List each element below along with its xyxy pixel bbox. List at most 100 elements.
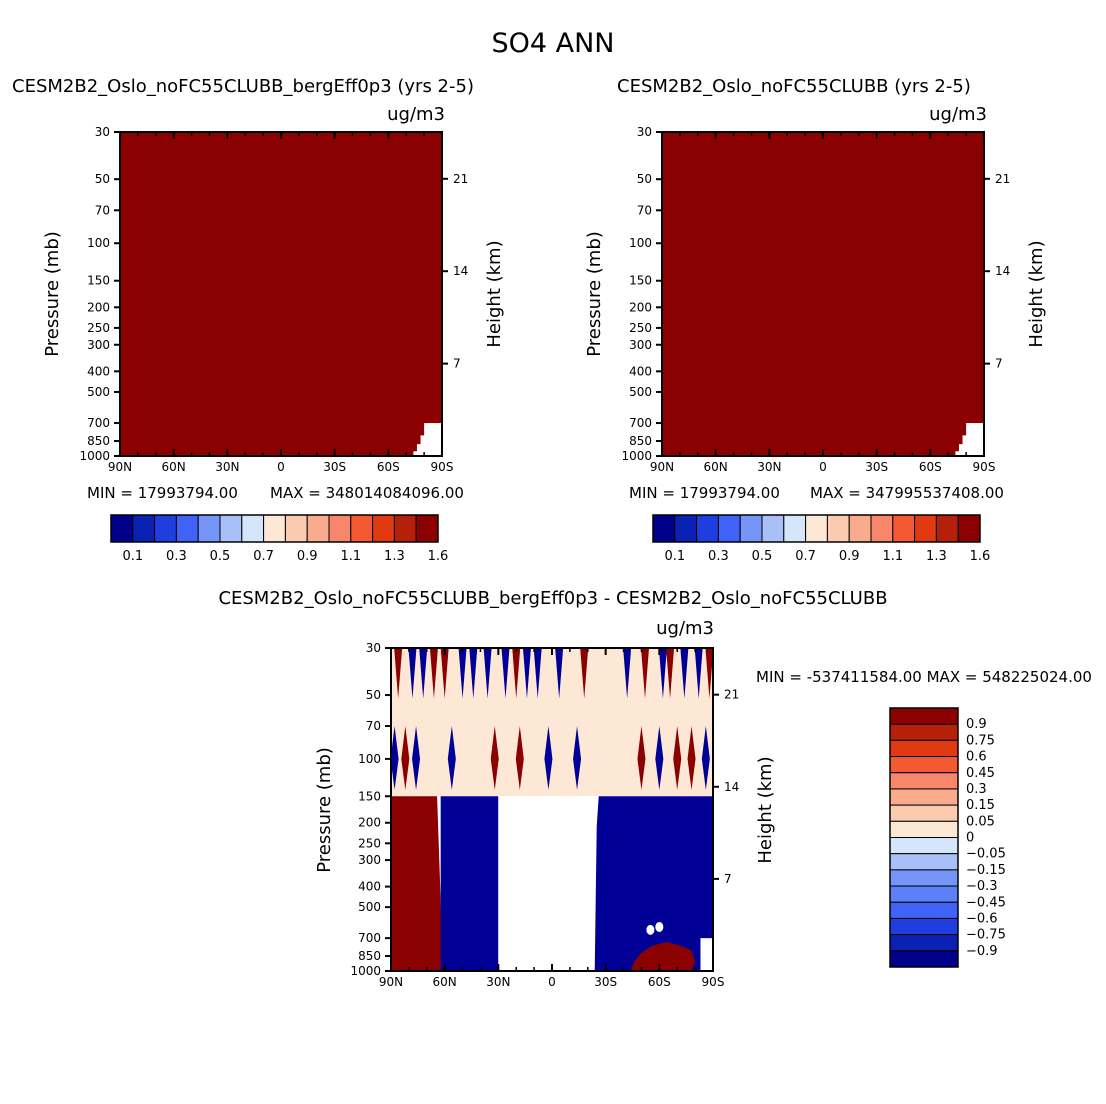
missing-region	[958, 444, 984, 456]
upper-spike-top	[501, 648, 510, 699]
y-tick-label: 700	[629, 416, 652, 430]
colorbar-label: 0.1	[122, 549, 143, 564]
colorbar-label: −0.6	[966, 911, 998, 926]
y-tick-label: 100	[87, 236, 110, 250]
upper-spike-top	[483, 648, 492, 699]
y-tick-label: 700	[87, 416, 110, 430]
panel-3-units: ug/m3	[656, 618, 714, 639]
x-tick-label: 30N	[757, 460, 781, 474]
upper-spike-top	[705, 648, 714, 699]
y-tick-label: 70	[366, 719, 381, 733]
upper-spike-mid	[687, 726, 696, 790]
panel-2-ylabel-right: Height (km)	[1026, 240, 1047, 347]
upper-spike-mid	[447, 726, 456, 790]
x-tick-label: 30S	[594, 975, 617, 989]
y-tick-label: 30	[637, 125, 652, 139]
upper-spike-mid	[573, 726, 582, 790]
colorbar-swatch	[889, 885, 959, 903]
panel-1: CESM2B2_Oslo_noFC55CLUBB_bergEff0p3 (yrs…	[12, 76, 505, 564]
colorbar-swatch	[889, 804, 959, 822]
colorbar-label: −0.9	[966, 944, 998, 959]
missing-hole	[646, 924, 655, 935]
panel-3-ylabel-right: Height (km)	[755, 756, 776, 863]
colorbar-swatch	[328, 514, 352, 543]
colorbar-swatch	[154, 514, 177, 543]
x-tick-label: 0	[277, 460, 285, 474]
missing-corner	[700, 938, 713, 971]
panel-2-max-label: MAX = 347995537408.00	[810, 484, 1004, 502]
x-tick-label: 90N	[379, 975, 403, 989]
x-tick-label: 0	[819, 460, 827, 474]
y-tick-label: 500	[358, 900, 381, 914]
colorbar-label: −0.3	[966, 879, 998, 894]
upper-spike-top	[666, 648, 675, 699]
colorbar-swatch	[870, 514, 894, 543]
colorbar-frame	[652, 514, 981, 543]
colorbar-swatch	[110, 514, 134, 543]
upper-spike-top	[555, 648, 564, 699]
x-tick-label: 30S	[323, 460, 346, 474]
panel-3-title: CESM2B2_Oslo_noFC55CLUBB_bergEff0p3 - CE…	[218, 588, 887, 609]
y-tick-label: 300	[358, 853, 381, 867]
panel-2-plot-area: 90N 60N 30N 0 30S 60S 90S 30 50 70 100 150 200 250 300…	[621, 125, 1010, 474]
colorbar-label: 0.5	[210, 549, 231, 564]
upper-spike-top	[419, 648, 428, 699]
colorbar-swatch	[197, 514, 221, 543]
colorbar-swatch	[415, 514, 439, 543]
colorbar-swatch	[652, 514, 676, 543]
colorbar-label: 0.9	[297, 549, 318, 564]
colorbar-swatch	[219, 514, 243, 543]
y-tick-label: 150	[629, 274, 652, 288]
y-tick-label: 500	[629, 385, 652, 399]
colorbar-label: 0	[966, 831, 974, 846]
colorbar-swatch	[761, 514, 785, 543]
upper-spike-top	[394, 648, 403, 699]
y-right-tick-label: 14	[453, 264, 468, 278]
y-tick-label: 50	[637, 172, 652, 186]
colorbar-label: −0.05	[966, 847, 1006, 862]
y-right-tick-label: 7	[995, 357, 1003, 371]
x-tick-label: 90S	[973, 460, 996, 474]
y-tick-label: 850	[629, 434, 652, 448]
upper-spike-mid	[412, 726, 421, 790]
panel-2-min-label: MIN = 17993794.00	[629, 484, 780, 502]
panel-1-min-label: MIN = 17993794.00	[87, 484, 238, 502]
colorbar-swatch	[889, 869, 959, 887]
y-right-tick-label: 14	[995, 264, 1010, 278]
x-tick-label: 90S	[431, 460, 454, 474]
colorbar-swatch	[889, 934, 959, 952]
field-fill	[662, 132, 984, 456]
colorbar-label: −0.45	[966, 895, 1006, 910]
upper-spike-mid	[655, 726, 664, 790]
panel-1-ylabel: Pressure (mb)	[42, 231, 63, 357]
lower-red-patch	[630, 942, 696, 971]
panel-1-colorbar: 0.1 0.3 0.5 0.7 0.9 1.1 1.3 1.6	[110, 514, 448, 564]
colorbar-label: 0.9	[839, 549, 860, 564]
colorbar-label: 0.7	[253, 549, 274, 564]
upper-spike-top	[408, 648, 417, 699]
panel-1-ylabel-right: Height (km)	[484, 240, 505, 347]
x-tick-label: 30N	[215, 460, 239, 474]
panel-2-colorbar: 0.1 0.3 0.5 0.7 0.9 1.1 1.3 1.6	[652, 514, 990, 564]
y-tick-label: 200	[87, 300, 110, 314]
panel-3: CESM2B2_Oslo_noFC55CLUBB_bergEff0p3 - CE…	[218, 588, 1092, 989]
y-tick-label: 500	[87, 385, 110, 399]
colorbar-label: 1.3	[384, 549, 405, 564]
panel-1-plot-area: 90N 60N 30N 0 30S 60S 90S 30 50 70 100 150 200 250 300…	[79, 125, 468, 474]
x-tick-label: 30S	[865, 460, 888, 474]
colorbar-swatch	[935, 514, 959, 543]
colorbar-frame	[110, 514, 439, 543]
x-tick-label: 0	[548, 975, 556, 989]
colorbar-swatch	[241, 514, 265, 543]
y-tick-label: 50	[95, 172, 110, 186]
y-tick-label: 250	[87, 321, 110, 335]
colorbar-label: 1.1	[340, 549, 361, 564]
missing-region	[416, 444, 442, 456]
y-tick-label: 70	[95, 203, 110, 217]
panel-1-title: CESM2B2_Oslo_noFC55CLUBB_bergEff0p3 (yrs…	[12, 76, 474, 97]
x-tick-label: 90N	[108, 460, 132, 474]
colorbar-label: 0.45	[966, 766, 995, 781]
colorbar-label: 0.3	[166, 549, 187, 564]
x-tick-label: 60S	[919, 460, 942, 474]
